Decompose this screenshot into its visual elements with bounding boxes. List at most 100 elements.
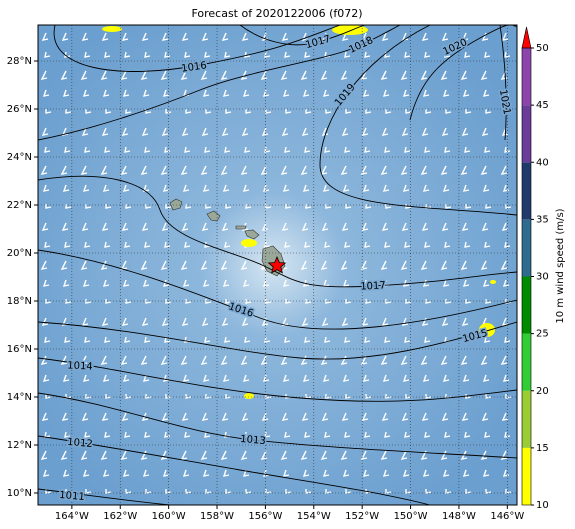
wind-barb (142, 374, 150, 382)
wind-barb (302, 89, 310, 97)
wind-barb (245, 109, 252, 114)
wind-barb (242, 89, 250, 97)
isobar (239, 25, 366, 46)
wind-barb (104, 336, 111, 343)
wind-barb (404, 336, 411, 343)
wind-barb (440, 260, 448, 270)
wind-barb (304, 241, 311, 248)
wind-barb (425, 299, 432, 304)
wind-barb (361, 222, 369, 231)
wind-barb (402, 469, 410, 477)
wind-barb (202, 279, 210, 287)
wind-barb (60, 355, 68, 365)
wind-barb (242, 279, 250, 287)
wind-barb (245, 204, 252, 209)
colorbar-tick-label: 35 (536, 214, 549, 225)
wind-barb (421, 222, 429, 231)
wind-barb (460, 450, 468, 460)
wind-barb (165, 109, 172, 114)
wind-barb (122, 184, 130, 192)
wind-barb (365, 299, 372, 304)
wind-barb (401, 412, 409, 421)
wind-barb (265, 299, 272, 304)
wind-barb (60, 70, 68, 80)
wind-barb (345, 394, 352, 399)
wind-barb (62, 89, 70, 97)
wind-barb (202, 374, 210, 382)
wind-barb (224, 241, 231, 248)
wind-barb (140, 165, 148, 175)
wind-barb (420, 355, 428, 365)
isobar-label: 1012 (67, 437, 93, 450)
wind-barb (365, 394, 372, 399)
wind-barb (44, 51, 51, 58)
wind-barb (444, 51, 451, 58)
wind-barb (222, 184, 230, 192)
wind-barb (501, 317, 509, 326)
wind-barb (102, 279, 110, 287)
isobar (38, 321, 517, 360)
wind-barb (162, 184, 170, 192)
wind-barb (285, 204, 292, 209)
wind-barb (165, 299, 172, 304)
wind-barb (285, 489, 292, 494)
wind-barb (340, 70, 348, 80)
wind-barb (401, 127, 409, 136)
wind-barb (241, 412, 249, 421)
wind-barb (104, 431, 111, 438)
wind-barb (64, 241, 71, 248)
wind-barb (460, 260, 468, 270)
wind-barb (341, 412, 349, 421)
wind-barb (120, 165, 128, 175)
colorbar-segment (522, 162, 531, 220)
wind-barb (85, 109, 92, 114)
wind-barb (140, 70, 148, 80)
wind-barb (220, 260, 228, 270)
wind-barb (382, 374, 390, 382)
wind-barb (101, 222, 109, 231)
wind-barb (125, 204, 132, 209)
wind-barb (284, 241, 291, 248)
wind-barb (205, 109, 212, 114)
island (169, 198, 183, 211)
wind-barb (182, 469, 190, 477)
wind-barb (222, 279, 230, 287)
wind-barb (180, 355, 188, 365)
wind-barb (220, 355, 228, 365)
wind-barb (281, 412, 289, 421)
wind-barb (161, 412, 169, 421)
wind-barb (101, 317, 109, 326)
wind-barb (82, 89, 90, 97)
wind-barb (480, 70, 488, 80)
wind-barb (301, 32, 309, 41)
wind-barb (185, 109, 192, 114)
wind-barb (102, 89, 110, 97)
wind-barb (382, 184, 390, 192)
isobar (319, 25, 517, 216)
wind-barb (162, 89, 170, 97)
wind-barb (321, 222, 329, 231)
wind-barb (144, 146, 151, 153)
wind-barb (45, 394, 52, 399)
wind-barb (42, 89, 50, 97)
wind-barb (261, 412, 269, 421)
wind-barb (345, 109, 352, 114)
wind-barb (282, 89, 290, 97)
wind-barb (405, 394, 412, 399)
wind-barb (302, 184, 310, 192)
wind-barb (62, 184, 70, 192)
wind-barb (265, 204, 272, 209)
wind-barb (200, 70, 208, 80)
wind-barb (325, 394, 332, 399)
wind-barb (384, 336, 391, 343)
wind-barb (342, 184, 350, 192)
wind-barb (102, 469, 110, 477)
wind-barb (460, 70, 468, 80)
wind-barb (204, 241, 211, 248)
wind-barb (461, 127, 469, 136)
wind-barb (81, 412, 89, 421)
wind-barb (485, 299, 492, 304)
wind-barb (161, 32, 169, 41)
wind-barb (242, 469, 250, 477)
x-tick-label: 156°W (248, 511, 282, 522)
